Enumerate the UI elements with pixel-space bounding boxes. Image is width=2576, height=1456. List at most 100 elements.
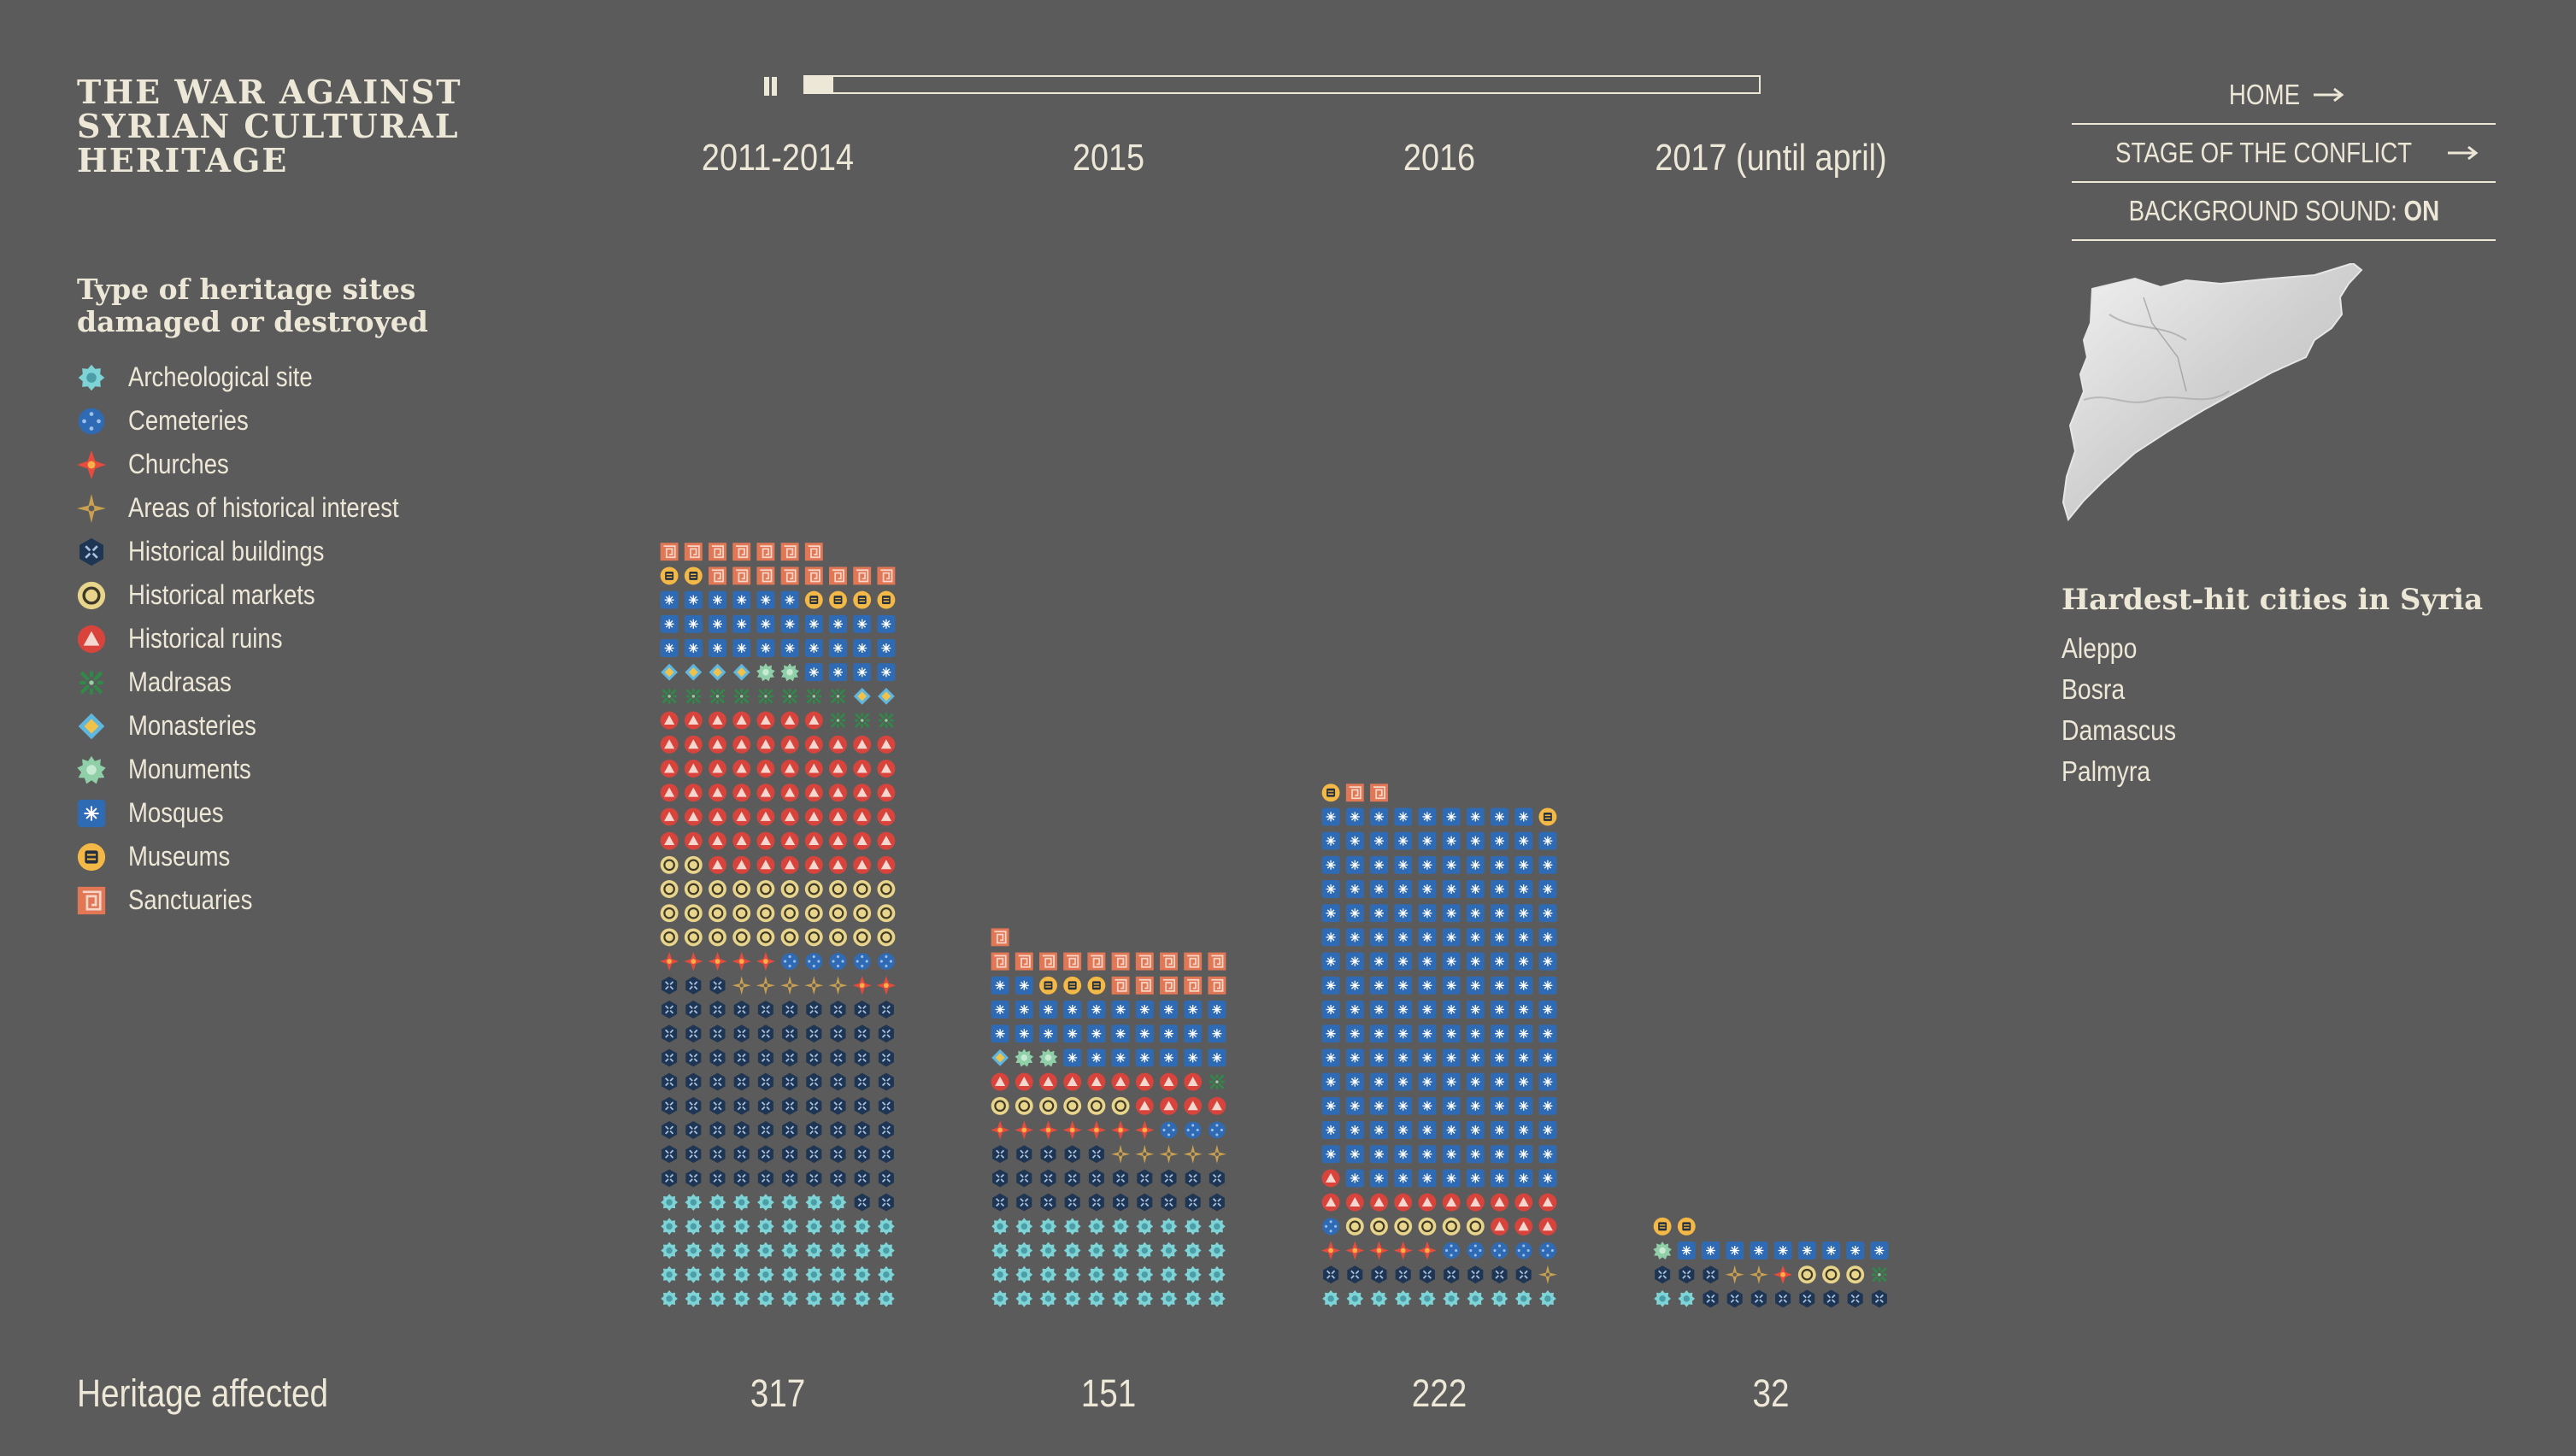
unit-build[interactable]: [1016, 1193, 1032, 1212]
unit-mosque[interactable]: [1538, 928, 1557, 947]
unit-mosque[interactable]: [1394, 1024, 1413, 1043]
unit-market[interactable]: [684, 855, 703, 874]
unit-build[interactable]: [830, 1169, 846, 1188]
unit-mosque[interactable]: [780, 614, 799, 633]
unit-arch[interactable]: [1039, 1290, 1057, 1307]
unit-mosque[interactable]: [1184, 1024, 1203, 1043]
unit-ruin[interactable]: [991, 1072, 1009, 1091]
unit-build[interactable]: [878, 1072, 894, 1091]
unit-mosque[interactable]: [1538, 976, 1557, 995]
unit-cem[interactable]: [781, 953, 798, 970]
unit-sanct[interactable]: [1370, 784, 1388, 802]
unit-church[interactable]: [991, 1120, 1010, 1140]
unit-mosque[interactable]: [1514, 904, 1533, 923]
unit-mosque[interactable]: [1321, 1096, 1340, 1115]
unit-madrasa[interactable]: [830, 688, 847, 705]
unit-mosque[interactable]: [1370, 807, 1388, 826]
unit-arch[interactable]: [1112, 1218, 1129, 1236]
unit-ruin[interactable]: [780, 760, 799, 778]
unit-mosque[interactable]: [1702, 1242, 1720, 1259]
unit-arch[interactable]: [1112, 1242, 1129, 1259]
unit-mosque[interactable]: [780, 590, 799, 609]
unit-build[interactable]: [1655, 1265, 1671, 1284]
unit-sanct[interactable]: [1208, 952, 1226, 971]
unit-arch[interactable]: [991, 1290, 1009, 1307]
unit-mosque[interactable]: [1321, 831, 1340, 850]
unit-mosque[interactable]: [1491, 904, 1509, 923]
unit-market[interactable]: [1111, 1096, 1130, 1115]
unit-mosque[interactable]: [1394, 1001, 1413, 1019]
unit-mosque[interactable]: [1345, 855, 1364, 874]
unit-build[interactable]: [1515, 1265, 1532, 1284]
unit-mosque[interactable]: [1538, 880, 1557, 898]
unit-ruin[interactable]: [829, 784, 847, 802]
unit-mosque[interactable]: [853, 639, 872, 657]
unit-mosque[interactable]: [1370, 1048, 1388, 1067]
unit-build[interactable]: [1088, 1145, 1104, 1164]
unit-church[interactable]: [876, 976, 896, 995]
unit-build[interactable]: [878, 1096, 894, 1115]
legend-item-build[interactable]: Historical buildings: [77, 530, 443, 573]
unit-church[interactable]: [1393, 1241, 1413, 1260]
unit-mon[interactable]: [732, 663, 750, 681]
unit-mosque[interactable]: [1063, 1001, 1082, 1019]
unit-mosque[interactable]: [1466, 976, 1485, 995]
unit-arch[interactable]: [1039, 1265, 1057, 1283]
unit-market[interactable]: [804, 880, 823, 898]
unit-build[interactable]: [757, 1001, 773, 1019]
unit-build[interactable]: [1823, 1289, 1839, 1308]
unit-sanct[interactable]: [780, 567, 799, 585]
unit-mosque[interactable]: [1370, 1072, 1388, 1091]
unit-ruin[interactable]: [780, 855, 799, 874]
unit-mon[interactable]: [685, 663, 703, 681]
unit-mosque[interactable]: [1442, 1048, 1461, 1067]
unit-ruin[interactable]: [732, 784, 751, 802]
unit-mosque[interactable]: [1370, 928, 1388, 947]
unit-arch[interactable]: [1184, 1242, 1202, 1259]
unit-ruin[interactable]: [877, 855, 896, 874]
unit-sanct[interactable]: [1160, 976, 1178, 995]
unit-mosque[interactable]: [1514, 952, 1533, 971]
unit-market[interactable]: [1418, 1217, 1437, 1236]
unit-arch[interactable]: [757, 1218, 774, 1236]
unit-sanct[interactable]: [709, 567, 726, 585]
unit-mosque[interactable]: [1491, 976, 1509, 995]
unit-mosque[interactable]: [1345, 880, 1364, 898]
unit-mosque[interactable]: [1418, 1145, 1437, 1164]
unit-mosque[interactable]: [1345, 1121, 1364, 1139]
legend-item-ruin[interactable]: Historical ruins: [77, 617, 443, 660]
unit-mosque[interactable]: [756, 639, 775, 657]
unit-sanct[interactable]: [732, 567, 751, 585]
unit-arch[interactable]: [1209, 1265, 1226, 1283]
unit-arch[interactable]: [1443, 1290, 1460, 1307]
unit-mosque[interactable]: [1394, 928, 1413, 947]
unit-ruin[interactable]: [829, 855, 847, 874]
unit-arch[interactable]: [685, 1290, 703, 1307]
unit-mosque[interactable]: [1466, 904, 1485, 923]
unit-arch[interactable]: [781, 1265, 798, 1283]
unit-market[interactable]: [1394, 1217, 1413, 1236]
unit-market[interactable]: [991, 1096, 1009, 1115]
unit-mosque[interactable]: [709, 614, 726, 633]
legend-item-madrasa[interactable]: Madrasas: [77, 660, 443, 704]
unit-mosque[interactable]: [756, 590, 775, 609]
unit-cem[interactable]: [829, 953, 847, 970]
unit-mosque[interactable]: [1394, 976, 1413, 995]
unit-mosque[interactable]: [1442, 880, 1461, 898]
unit-arch[interactable]: [829, 1218, 847, 1236]
unit-market[interactable]: [1087, 1096, 1106, 1115]
unit-build[interactable]: [782, 1096, 798, 1115]
unit-sanct[interactable]: [1015, 952, 1033, 971]
unit-build[interactable]: [878, 1024, 894, 1043]
unit-mosque[interactable]: [1208, 1048, 1226, 1067]
home-link[interactable]: HOME: [2072, 67, 2496, 125]
unit-mosque[interactable]: [1514, 1169, 1533, 1188]
unit-build[interactable]: [1064, 1145, 1080, 1164]
unit-mosque[interactable]: [1442, 1121, 1461, 1139]
unit-build[interactable]: [1016, 1145, 1032, 1164]
unit-mosque[interactable]: [1677, 1242, 1696, 1259]
unit-museum[interactable]: [1653, 1217, 1672, 1236]
unit-market[interactable]: [709, 928, 726, 947]
unit-mosque[interactable]: [1321, 904, 1340, 923]
unit-ruin[interactable]: [853, 760, 872, 778]
